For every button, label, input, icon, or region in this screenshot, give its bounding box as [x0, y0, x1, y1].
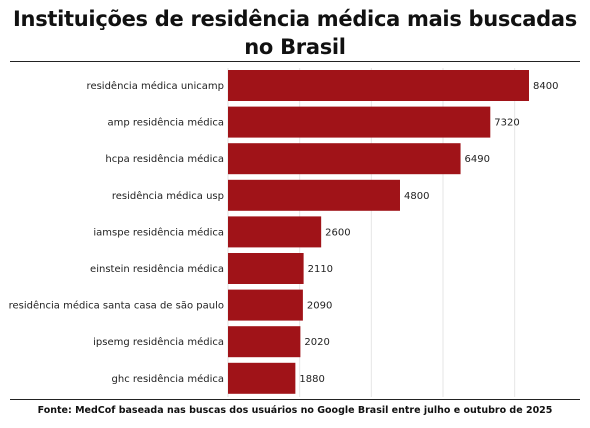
category-label: residência médica unicamp	[87, 80, 224, 92]
chart-title: Instituições de residência médica mais b…	[13, 7, 577, 59]
value-label: 8400	[533, 81, 558, 92]
category-label: amp residência médica	[108, 117, 225, 129]
category-label: ghc residência médica	[112, 373, 224, 385]
category-label: ipsemg residência médica	[93, 336, 224, 348]
bar	[228, 289, 303, 321]
value-label: 1880	[299, 374, 324, 385]
source-note: Fonte: MedCof baseada nas buscas dos usu…	[37, 405, 553, 416]
category-label: residência médica santa casa de são paul…	[9, 300, 224, 312]
value-label: 2110	[308, 264, 333, 275]
bottom-divider	[10, 399, 580, 400]
bar	[228, 253, 304, 284]
category-label: residência médica usp	[112, 190, 224, 202]
value-label: 7320	[494, 118, 519, 129]
value-label: 6490	[465, 154, 490, 165]
bar	[228, 143, 461, 175]
top-divider	[10, 61, 580, 62]
bar	[228, 362, 296, 394]
bar	[228, 179, 400, 211]
value-label: 2090	[307, 301, 332, 312]
category-label: iamspe residência médica	[93, 226, 224, 238]
value-label: 2020	[304, 337, 329, 348]
bar	[228, 216, 322, 248]
bar	[228, 326, 301, 358]
bar	[228, 106, 491, 138]
category-label: hcpa residência médica	[105, 153, 224, 165]
bar	[228, 70, 529, 101]
category-label: einstein residência médica	[90, 263, 224, 275]
value-label: 4800	[404, 191, 429, 202]
value-label: 2600	[325, 227, 350, 238]
